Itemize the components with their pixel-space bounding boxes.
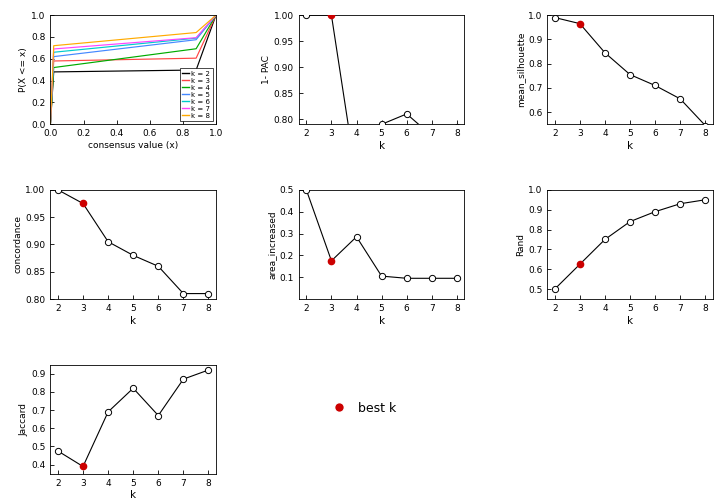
k = 4	[175, 48, 184, 54]
Line: k = 7: k = 7	[50, 15, 216, 124]
k = 7	[113, 41, 122, 47]
k = 4	[63, 62, 71, 69]
k = 4	[46, 121, 55, 128]
k = 3	[63, 57, 71, 64]
X-axis label: k: k	[130, 316, 136, 326]
Line: k = 8: k = 8	[50, 15, 216, 124]
k = 4	[178, 47, 186, 53]
k = 7	[46, 121, 55, 128]
k = 6	[175, 37, 184, 43]
k = 8	[113, 37, 122, 43]
k = 8	[212, 12, 220, 18]
X-axis label: k: k	[379, 316, 384, 326]
k = 2	[119, 68, 127, 74]
k = 6	[160, 38, 168, 44]
k = 6	[46, 121, 55, 128]
k = 2	[178, 67, 186, 73]
k = 4	[212, 12, 220, 18]
Y-axis label: 1- PAC: 1- PAC	[262, 55, 271, 84]
k = 2	[46, 121, 55, 128]
k = 5	[160, 40, 168, 46]
k = 5	[119, 45, 127, 51]
k = 5	[46, 121, 55, 128]
k = 4	[119, 55, 127, 61]
Legend: k = 2, k = 3, k = 4, k = 5, k = 6, k = 7, k = 8: k = 2, k = 3, k = 4, k = 5, k = 6, k = 7…	[180, 69, 212, 121]
k = 5	[212, 12, 220, 18]
k = 3	[160, 56, 168, 62]
Y-axis label: mean_silhouette: mean_silhouette	[516, 32, 525, 107]
k = 2	[175, 67, 184, 73]
X-axis label: consensus value (x): consensus value (x)	[88, 141, 179, 150]
k = 3	[119, 56, 127, 62]
Legend: best k: best k	[322, 397, 401, 420]
k = 7	[212, 12, 220, 18]
X-axis label: k: k	[627, 316, 633, 326]
k = 2	[212, 12, 220, 18]
k = 7	[63, 45, 71, 51]
k = 6	[63, 48, 71, 54]
k = 8	[63, 41, 71, 47]
k = 3	[178, 55, 186, 61]
X-axis label: k: k	[627, 141, 633, 151]
k = 7	[160, 37, 168, 43]
Line: k = 3: k = 3	[50, 15, 216, 124]
k = 5	[63, 52, 71, 58]
k = 5	[175, 39, 184, 45]
k = 7	[178, 36, 186, 42]
Line: k = 4: k = 4	[50, 15, 216, 124]
Y-axis label: Jaccard: Jaccard	[19, 403, 28, 435]
k = 8	[160, 32, 168, 38]
k = 2	[63, 69, 71, 75]
k = 7	[175, 36, 184, 42]
Y-axis label: P(X <= x): P(X <= x)	[19, 47, 28, 92]
k = 3	[175, 55, 184, 61]
Y-axis label: concordance: concordance	[14, 215, 22, 274]
k = 5	[113, 46, 122, 52]
k = 8	[175, 31, 184, 37]
k = 3	[212, 12, 220, 18]
k = 2	[113, 68, 122, 74]
k = 6	[212, 12, 220, 18]
Line: k = 2: k = 2	[50, 15, 216, 124]
X-axis label: k: k	[379, 141, 384, 151]
k = 8	[178, 31, 186, 37]
k = 4	[113, 56, 122, 62]
k = 5	[178, 38, 186, 44]
k = 8	[46, 121, 55, 128]
Line: k = 6: k = 6	[50, 15, 216, 124]
Line: k = 5: k = 5	[50, 15, 216, 124]
k = 3	[46, 121, 55, 128]
k = 8	[119, 36, 127, 42]
k = 6	[113, 43, 122, 49]
X-axis label: k: k	[130, 490, 136, 500]
k = 6	[178, 36, 186, 42]
Y-axis label: Rand: Rand	[516, 233, 525, 256]
k = 2	[160, 68, 168, 74]
k = 3	[113, 57, 122, 63]
k = 7	[119, 40, 127, 46]
Y-axis label: area_increased: area_increased	[268, 210, 276, 279]
k = 6	[119, 42, 127, 48]
k = 4	[160, 50, 168, 56]
